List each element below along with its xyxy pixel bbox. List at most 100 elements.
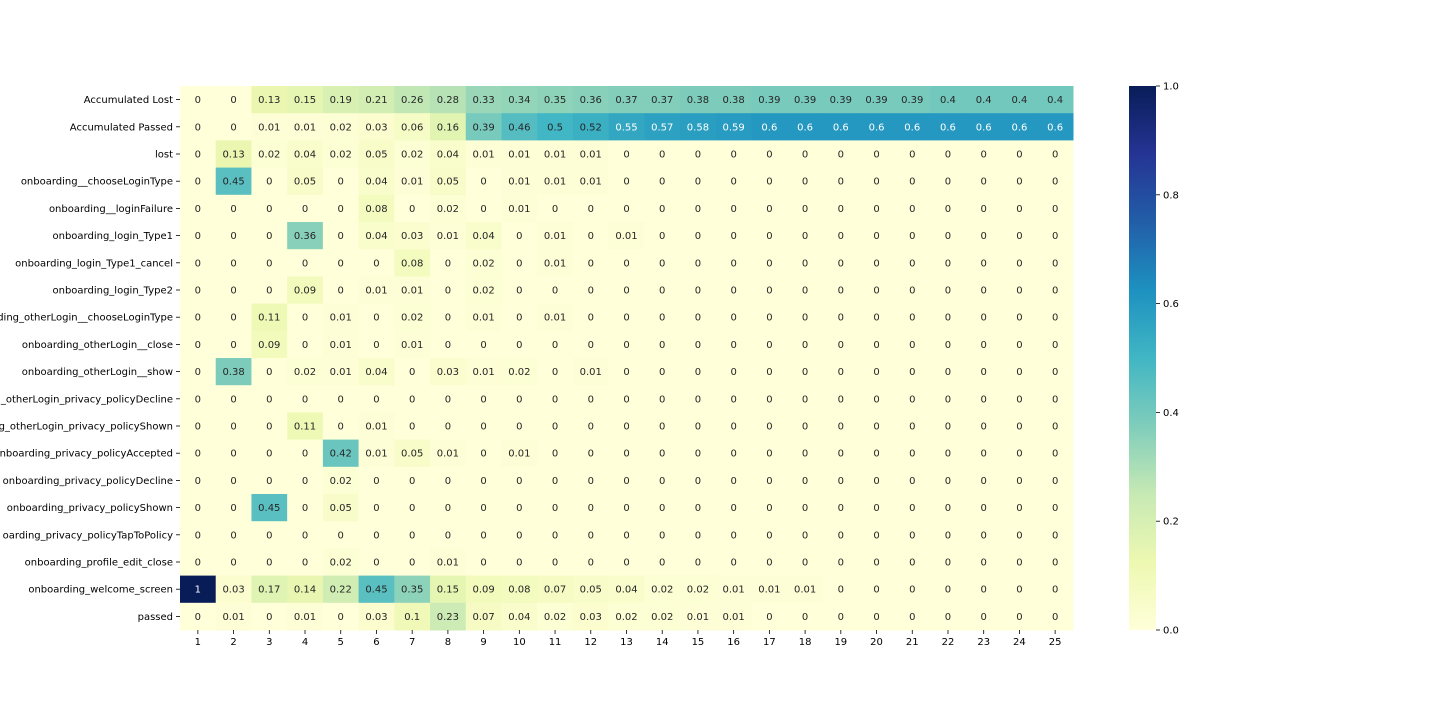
cell-value-label: 0 [266,258,272,269]
cell-value-label: 0 [195,204,201,215]
heatmap-cell [322,303,360,332]
cell-value-label: 0 [838,530,844,541]
cell-value-label: 0 [623,313,629,324]
heatmap-cell [1001,194,1038,223]
heatmap-cell [751,249,788,277]
cell-value-label: 0.36 [580,95,602,106]
heatmap-cell [394,167,431,196]
cell-value-label: 0 [873,585,879,596]
heatmap-cell [894,385,931,413]
cell-value-label: 0 [230,503,236,514]
cell-value-label: 0.03 [365,612,387,623]
heatmap-cell [822,276,860,305]
cell-value-label: 0.02 [687,585,709,596]
cell-value-label: 0 [552,204,558,215]
cell-value-label: 0 [659,476,665,487]
cell-value-label: 0 [659,558,665,569]
heatmap-cell [322,602,360,631]
heatmap-cell [572,575,610,604]
heatmap-cell [215,167,252,196]
heatmap-cell [1001,521,1038,549]
cell-value-label: 0 [981,340,987,351]
cell-value-label: 0.02 [651,585,673,596]
cell-value-label: 0 [1016,394,1022,405]
heatmap-cell [537,412,574,441]
heatmap-cell [537,249,574,277]
cell-value-label: 0.03 [437,367,459,378]
heatmap-cell [930,602,967,631]
heatmap-cell [322,439,360,468]
cell-value-label: 0 [730,231,736,242]
cell-value-label: 0 [302,258,308,269]
heatmap-cell [358,575,395,604]
y-tick-label: onboarding_privacy_policyDecline [3,476,173,487]
cell-value-label: 0 [588,258,594,269]
cell-value-label: 0 [1016,367,1022,378]
heatmap-cell [1001,602,1038,631]
cell-value-label: 0 [338,258,344,269]
heatmap-cell [358,385,395,413]
cell-value-label: 0 [766,422,772,433]
cell-value-label: 0 [338,394,344,405]
heatmap-cell [465,575,502,604]
heatmap-cell [215,575,252,604]
heatmap-cell [680,358,717,386]
heatmap-cell [251,113,288,141]
y-tick-label: lost [155,150,173,161]
heatmap-cell [787,412,824,441]
cell-value-label: 0.4 [1047,95,1063,106]
heatmap-cell [501,412,538,441]
heatmap-cell [965,113,1003,141]
cell-value-label: 0 [802,286,808,297]
heatmap-cell [537,494,574,522]
cell-value-label: 0 [302,530,308,541]
cell-value-label: 0.01 [544,177,566,188]
cell-value-label: 0 [480,177,486,188]
heatmap-cell [751,439,788,468]
heatmap-cell [894,222,931,250]
cell-value-label: 0 [838,476,844,487]
cell-value-label: 0 [695,231,701,242]
cell-value-label: 0.01 [330,340,352,351]
heatmap-cell [787,113,824,141]
cell-value-label: 0 [730,394,736,405]
cell-value-label: 0.6 [869,122,885,133]
cell-value-label: 0 [266,476,272,487]
heatmap-cell [394,249,431,277]
cell-value-label: 0 [766,394,772,405]
cell-value-label: 0 [623,177,629,188]
x-tick-label: 13 [620,637,633,648]
heatmap-cell [822,113,860,141]
heatmap-cell [537,575,574,604]
heatmap-cell [608,113,645,141]
heatmap-cell [930,548,967,577]
heatmap-cell [1001,466,1038,495]
heatmap-cell [180,575,217,604]
cell-value-label: 0 [588,286,594,297]
heatmap-cell [751,358,788,386]
heatmap-cell [930,249,967,277]
heatmap-cell [430,86,467,114]
heatmap-cell [287,330,324,359]
heatmap-cell [965,86,1003,114]
cell-value-label: 0 [909,612,915,623]
cell-value-label: 0 [873,476,879,487]
heatmap-cell [965,303,1003,332]
cell-value-label: 0 [195,476,201,487]
heatmap-cell [822,412,860,441]
cell-value-label: 0.01 [401,177,423,188]
heatmap-cell [822,330,860,359]
heatmap-cell [644,249,681,277]
cell-value-label: 0 [588,422,594,433]
cell-value-label: 0.37 [651,95,673,106]
cell-value-label: 0 [766,177,772,188]
heatmap-cell [501,222,538,250]
heatmap-cell [608,86,645,114]
cell-value-label: 0 [945,286,951,297]
cell-value-label: 0 [623,503,629,514]
heatmap-cell [822,602,860,631]
cell-value-label: 0.01 [472,313,494,324]
cell-value-label: 0 [730,476,736,487]
heatmap-cell [608,521,645,549]
heatmap-cell [858,466,895,495]
